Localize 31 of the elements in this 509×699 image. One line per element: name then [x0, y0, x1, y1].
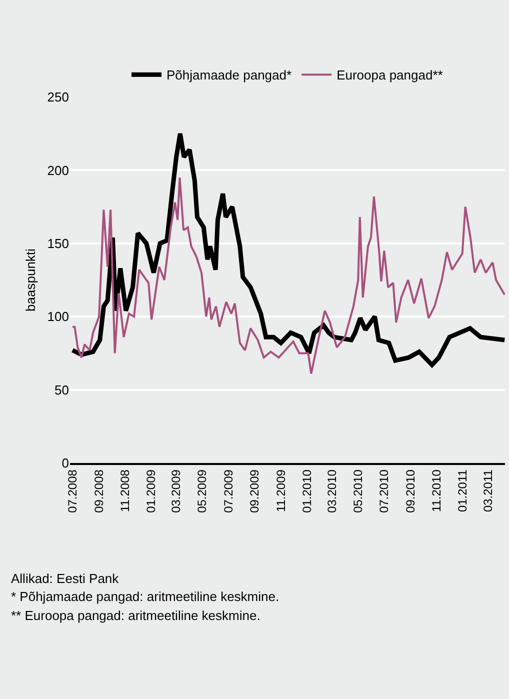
legend-label: Põhjamaade pangad* [166, 68, 292, 83]
line-series [70, 131, 505, 368]
text: * Põhjamaade pangad: aritmeetiline keskmine. [11, 589, 280, 604]
x-tick-label: 07.2008 [65, 469, 80, 513]
y-tick-label: 100 [47, 309, 69, 324]
text: ** Euroopa pangad: aritmeetiline keskmine. [11, 608, 260, 623]
x-tick-label: 05.2009 [195, 469, 210, 513]
x-tick-label: 01.2011 [456, 469, 470, 512]
y-tick-label: 50 [54, 382, 69, 398]
x-tick-label: 07.2009 [221, 469, 236, 513]
x-tick-label: 11.2009 [274, 469, 288, 512]
x-tick-label: 07.2010 [377, 469, 392, 513]
x-tick-label: 05.2010 [351, 469, 366, 513]
x-tick-label: 03.2009 [169, 469, 184, 513]
y-tick-label: 150 [47, 236, 69, 251]
x-tick-label: 09.2008 [92, 469, 106, 513]
y-tick-label: 200 [47, 162, 69, 178]
x-tick-label: 01.2010 [300, 469, 314, 513]
x-tick-label: 09.2009 [248, 469, 262, 513]
x-tick-label: 11.2008 [118, 469, 132, 512]
x-tick-label: 03.2010 [325, 469, 340, 513]
line-series [72, 176, 505, 375]
x-tick-label: 09.2010 [404, 469, 418, 513]
text: Allikad: Eesti Pank [11, 571, 120, 586]
x-tick-label: 03.2011 [480, 469, 495, 512]
legend-label: Euroopa pangad** [336, 68, 443, 83]
x-tick-label: 11.2010 [430, 469, 444, 512]
y-axis-title: baaspunkti [23, 248, 38, 312]
y-tick-label: 250 [47, 90, 69, 105]
x-tick-label: 01.2009 [144, 469, 158, 513]
y-tick-label: 0 [62, 456, 69, 471]
